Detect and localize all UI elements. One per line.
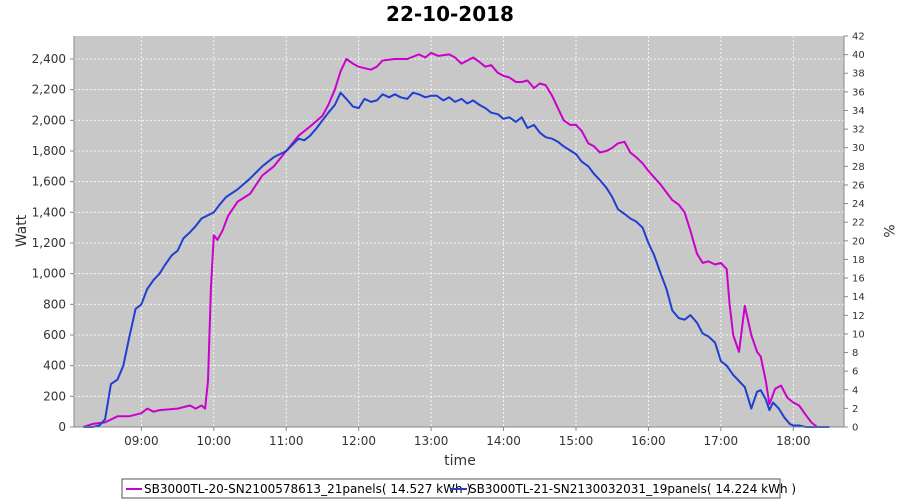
y-tick-label: 800: [43, 297, 66, 311]
y2-tick-label: 32: [852, 125, 865, 136]
y-axis-ticks: 0 200 400 600 800 1,000 1,200 1,400 1,600 1,800 2,…: [32, 52, 74, 434]
y2-tick-label: 8: [852, 348, 858, 359]
y2-tick-label: 38: [852, 69, 865, 80]
y-tick-label: 1,600: [32, 175, 66, 189]
y2-tick-label: 0: [852, 423, 858, 434]
y-tick-label: 1,800: [32, 144, 66, 158]
y-tick-label: 1,200: [32, 236, 66, 250]
y2-tick-label: 28: [852, 162, 865, 173]
legend-label: SB3000TL-20-SN2100578613_21panels( 14.52…: [144, 482, 471, 496]
series-line-0: [83, 51, 824, 428]
y2-tick-label: 40: [852, 50, 865, 61]
chart-title: 22-10-2018: [386, 2, 514, 26]
x-tick-label: 13:00: [414, 434, 449, 448]
y-tick-label: 1,400: [32, 205, 66, 219]
y2-tick-label: 4: [852, 385, 858, 396]
y-tick-label: 600: [43, 328, 66, 342]
series-lines: [83, 51, 830, 428]
y2-tick-label: 24: [852, 199, 865, 210]
x-tick-label: 12:00: [341, 434, 376, 448]
plot-area: [74, 36, 844, 427]
y2-tick-label: 22: [852, 218, 865, 229]
y-tick-label: 2,400: [32, 52, 66, 66]
x-axis-ticks: 09:00 10:00 11:00 12:00 13:00 14:00 15:00 16:00…: [124, 427, 811, 448]
x-tick-label: 11:00: [269, 434, 304, 448]
legend: SB3000TL-20-SN2100578613_21panels( 14.52…: [121, 478, 796, 499]
x-tick-label: 14:00: [486, 434, 521, 448]
y2-tick-label: 6: [852, 367, 858, 378]
x-axis-label: time: [444, 453, 476, 469]
y2-tick-label: 12: [852, 311, 865, 322]
y-tick-label: 200: [43, 389, 66, 403]
x-tick-label: 09:00: [124, 434, 159, 448]
y2-tick-label: 42: [852, 32, 865, 43]
x-tick-label: 10:00: [197, 434, 232, 448]
series-line-1: [83, 91, 830, 428]
y2-tick-label: 36: [852, 87, 865, 98]
y2-tick-label: 16: [852, 274, 865, 285]
y2-axis-label: %: [880, 224, 896, 237]
legend-label: SB3000TL-21-SN2130032031_19panels( 14.22…: [469, 482, 796, 496]
y-tick-label: 0: [58, 420, 66, 434]
y-tick-label: 1,000: [32, 267, 66, 281]
y2-tick-label: 2: [852, 404, 858, 415]
y-tick-label: 2,200: [32, 83, 66, 97]
y2-tick-label: 10: [852, 329, 865, 340]
y-axis-label: Watt: [14, 214, 30, 247]
y2-tick-label: 26: [852, 180, 865, 191]
y-tick-label: 2,000: [32, 113, 66, 127]
y2-tick-label: 18: [852, 255, 865, 266]
x-tick-label: 17:00: [704, 434, 739, 448]
x-tick-label: 18:00: [776, 434, 811, 448]
y2-tick-label: 34: [852, 106, 865, 117]
x-tick-label: 15:00: [559, 434, 594, 448]
y2-tick-label: 14: [852, 292, 865, 303]
y2-tick-label: 30: [852, 143, 865, 154]
y-tick-label: 400: [43, 359, 66, 373]
x-tick-label: 16:00: [631, 434, 666, 448]
y2-tick-label: 20: [852, 236, 865, 247]
